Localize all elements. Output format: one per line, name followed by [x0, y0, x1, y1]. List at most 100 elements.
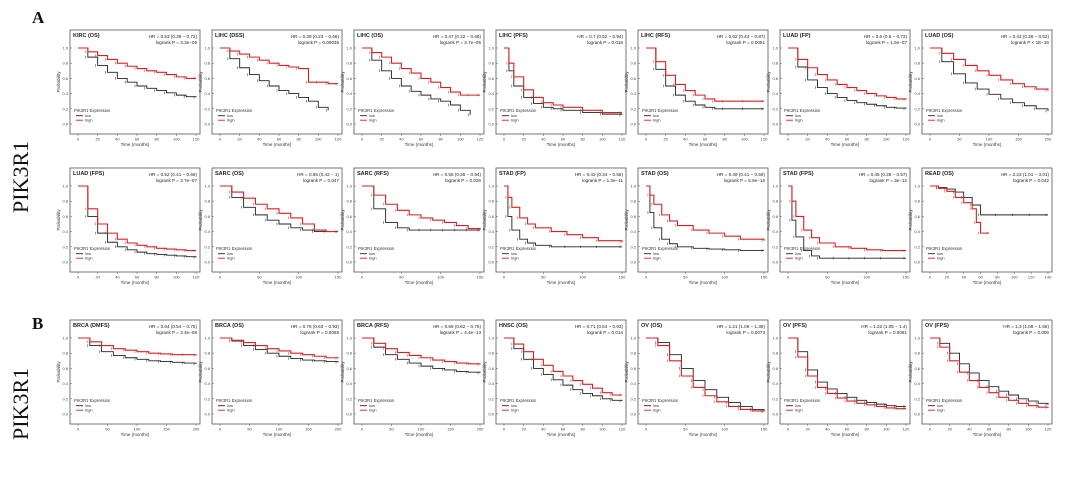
- y-tick-label: 1.0: [772, 184, 778, 189]
- hr-text: HR = 0.76 (0.63 − 0.93): [291, 324, 340, 329]
- y-tick-label: 0.4: [204, 381, 210, 386]
- y-tick-label: 0.8: [62, 351, 68, 356]
- logrank-text: logrank P = 0.00036: [298, 40, 340, 45]
- legend-label-high: high: [795, 118, 803, 123]
- y-tick-label: 0.4: [772, 229, 778, 234]
- y-tick-label: 0.4: [914, 91, 920, 96]
- y-tick-label: 1.0: [914, 336, 920, 341]
- y-tick-label: 0.6: [488, 366, 494, 371]
- x-tick-label: 20: [95, 137, 100, 142]
- plot-frame: [921, 29, 1053, 135]
- legend-label-low: low: [795, 403, 801, 408]
- plot-frame: [69, 167, 201, 273]
- x-tick-label: 20: [945, 275, 950, 280]
- legend-label-high: high: [227, 256, 235, 261]
- y-axis-label: Probability: [908, 209, 913, 231]
- km-panel: LUAD (FP) HR = 0.6 (0.5 − 0.73)logrank P …: [766, 29, 911, 147]
- x-tick-label: 0: [219, 427, 222, 432]
- x-tick-label: 60: [703, 137, 708, 142]
- km-panel: SARC (RFS) HR = 0.58 (0.35 − 0.94)logrank…: [340, 167, 485, 285]
- km-panel: LIHC (OS) HR = 0.47 (0.32 − 0.68)logrank …: [340, 29, 485, 147]
- x-tick-label: 80: [296, 137, 301, 142]
- legend-title: PIK3R1 Expression: [500, 246, 537, 251]
- legend-label-high: high: [227, 118, 235, 123]
- y-tick-label: 0.4: [772, 91, 778, 96]
- y-tick-label: 0.0: [62, 412, 68, 417]
- legend-title: PIK3R1 Expression: [500, 398, 537, 403]
- y-tick-label: 0.8: [914, 351, 920, 356]
- legend-title: PIK3R1 Expression: [358, 108, 395, 113]
- plot-frame: [353, 167, 485, 273]
- y-tick-label: 0.0: [346, 412, 352, 417]
- panel-a-label: A: [32, 8, 45, 27]
- y-tick-label: 0.6: [346, 214, 352, 219]
- km-panel: SARC (OS) HR = 0.65 (0.42 − 1)logrank P =…: [198, 167, 343, 285]
- plot-title: STAD (FP): [499, 171, 526, 177]
- x-tick-label: 120: [903, 427, 910, 432]
- km-curve-low: [362, 185, 480, 231]
- legend-label-low: low: [511, 403, 517, 408]
- x-tick-label: 80: [1006, 427, 1011, 432]
- km-curve-low: [78, 185, 197, 258]
- x-axis-label: Time (months): [263, 432, 292, 437]
- legend-title: PIK3R1 Expression: [74, 108, 111, 113]
- x-tick-label: 80: [580, 427, 585, 432]
- y-axis-label: Probability: [908, 361, 913, 383]
- y-tick-label: 1.0: [204, 184, 210, 189]
- plot-frame: [69, 29, 201, 135]
- logrank-text: logrank P = 1.3e−11: [582, 178, 623, 183]
- x-tick-label: 0: [219, 137, 222, 142]
- km-panel: BRCA (OS) HR = 0.76 (0.63 − 0.93)logrank …: [198, 319, 343, 437]
- plot-title: BRCA (RFS): [357, 323, 389, 329]
- km-curve-low: [78, 47, 197, 98]
- x-tick-label: 100: [986, 137, 993, 142]
- y-tick-label: 0.8: [488, 351, 494, 356]
- x-tick-label: 40: [541, 137, 546, 142]
- y-tick-label: 0.8: [62, 199, 68, 204]
- legend-label-low: low: [85, 113, 91, 118]
- y-tick-label: 1.0: [204, 46, 210, 51]
- y-tick-label: 0.8: [346, 199, 352, 204]
- plot-title: LUAD (FPS): [73, 171, 104, 177]
- km-curve-high: [504, 185, 623, 243]
- hr-text: HR = 0.52 (0.41 − 0.66): [149, 172, 198, 177]
- x-tick-label: 100: [579, 275, 586, 280]
- km-curve-high: [78, 185, 196, 252]
- y-tick-label: 0.4: [772, 381, 778, 386]
- plot-title: OV (FPS): [925, 323, 949, 329]
- y-tick-label: 0.4: [204, 229, 210, 234]
- x-tick-label: 60: [135, 137, 140, 142]
- legend-label-low: low: [85, 251, 91, 256]
- y-tick-label: 0.8: [204, 351, 210, 356]
- y-tick-label: 0.4: [62, 91, 68, 96]
- y-tick-label: 0.6: [772, 366, 778, 371]
- y-tick-label: 1.0: [62, 184, 68, 189]
- legend-label-high: high: [511, 118, 519, 123]
- logrank-text: logrank P = 0.047: [303, 178, 339, 183]
- x-tick-label: 150: [903, 275, 910, 280]
- km-panel: HNSC (OS) HR = 0.71 (0.54 − 0.93)logrank …: [482, 319, 627, 437]
- y-tick-label: 0.2: [914, 244, 920, 249]
- hr-text: HR = 0.43 (0.34 − 0.55): [575, 172, 624, 177]
- logrank-text: logrank P = 0.026: [445, 178, 481, 183]
- plot-frame: [69, 319, 201, 425]
- y-tick-label: 0.4: [62, 229, 68, 234]
- x-tick-label: 40: [399, 137, 404, 142]
- x-axis-label: Time (months): [547, 142, 576, 147]
- x-tick-label: 80: [438, 137, 443, 142]
- x-axis-label: Time (months): [263, 142, 292, 147]
- y-tick-label: 0.2: [630, 244, 636, 249]
- legend-label-low: low: [937, 251, 943, 256]
- x-tick-label: 150: [761, 275, 768, 280]
- x-tick-label: 150: [477, 275, 484, 280]
- plot-frame: [779, 167, 911, 273]
- km-curve-high: [504, 47, 622, 114]
- y-tick-label: 0.6: [630, 76, 636, 81]
- y-axis-label: Probability: [482, 209, 487, 231]
- logrank-text: logrank P = 3.3e−05: [156, 40, 198, 45]
- km-curve-high: [362, 185, 481, 231]
- x-tick-label: 60: [845, 427, 850, 432]
- legend-label-low: low: [511, 251, 517, 256]
